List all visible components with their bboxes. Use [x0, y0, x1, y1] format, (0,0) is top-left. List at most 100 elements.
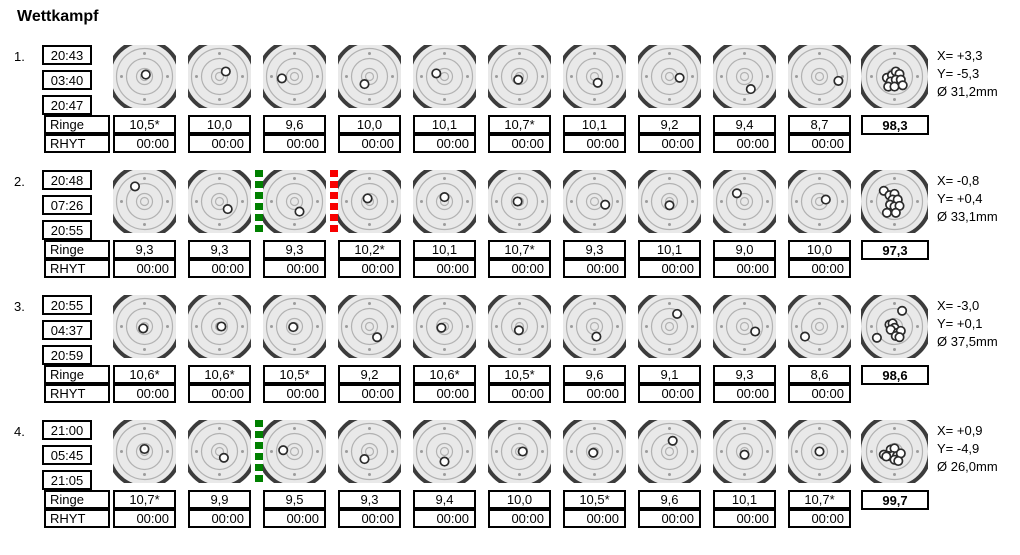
score-cell: 9,3 [563, 240, 626, 259]
score-cell: 10,1 [713, 490, 776, 509]
stat-y: Y= -4,9 [937, 441, 980, 456]
rhythm-cell: 00:00 [713, 134, 776, 153]
time-box: 20:55 [42, 295, 92, 315]
rhythm-cell: 00:00 [788, 259, 851, 278]
shot-hole-icon [881, 451, 892, 462]
rhythm-cell: 00:00 [338, 259, 401, 278]
shot-hole-icon [517, 446, 528, 457]
separator-strip [255, 420, 263, 483]
time-box: 20:43 [42, 45, 92, 65]
target-diagram [788, 45, 851, 108]
shot-hole-icon [220, 66, 231, 77]
stat-y: Y= -5,3 [937, 66, 980, 81]
rhythm-cell: 00:00 [638, 259, 701, 278]
target-diagram [338, 295, 401, 358]
rhythm-cell: 00:00 [563, 384, 626, 403]
target-diagram [638, 45, 701, 108]
target-diagram [638, 295, 701, 358]
stat-x: X= +0,9 [937, 423, 983, 438]
score-cell: 10,0 [188, 115, 251, 134]
shot-hole-icon [814, 446, 825, 457]
score-cell: 9,3 [713, 365, 776, 384]
stat-diameter: Ø 31,2mm [937, 84, 998, 99]
score-cell: 9,5 [263, 490, 326, 509]
shot-hole-icon [431, 68, 442, 79]
time-box: 20:47 [42, 95, 92, 115]
shot-hole-icon [359, 454, 370, 465]
shot-hole-icon [893, 455, 904, 467]
shot-hole-icon [278, 445, 289, 456]
shot-hole-icon [672, 308, 683, 319]
rhythm-label: RHYT [44, 134, 110, 153]
score-cell: 9,2 [638, 115, 701, 134]
target-diagram [263, 45, 326, 108]
rhythm-cell: 00:00 [488, 384, 551, 403]
shot-hole-icon [218, 452, 229, 463]
target-diagram [563, 45, 626, 108]
target-diagram [113, 295, 176, 358]
score-cell: 10,1 [638, 240, 701, 259]
rhythm-cell: 00:00 [188, 259, 251, 278]
time-box: 07:26 [42, 195, 92, 215]
rhythm-cell: 00:00 [638, 134, 701, 153]
score-cell: 10,7* [113, 490, 176, 509]
target-diagram [563, 295, 626, 358]
shot-hole-icon [667, 435, 678, 446]
shot-hole-icon [288, 322, 299, 333]
rhythm-cell: 00:00 [638, 509, 701, 528]
shot-hole-icon [881, 207, 892, 218]
rhythm-cell: 00:00 [188, 384, 251, 403]
score-cell: 10,7* [488, 240, 551, 259]
shot-hole-icon [820, 194, 831, 205]
shot-hole-icon [372, 332, 383, 343]
shot-hole-icon [664, 200, 675, 211]
rhythm-cell: 00:00 [713, 509, 776, 528]
rhythm-cell: 00:00 [338, 134, 401, 153]
target-diagram [488, 170, 551, 233]
shot-hole-icon [890, 207, 901, 218]
target-diagram [488, 45, 551, 108]
series-number: 3. [14, 299, 25, 314]
rhythm-cell: 00:00 [413, 384, 476, 403]
shot-hole-icon [513, 74, 524, 85]
target-diagram [188, 420, 251, 483]
target-diagram [263, 295, 326, 358]
shot-hole-icon [276, 73, 287, 84]
summary-target-diagram [861, 45, 928, 108]
target-diagram [188, 45, 251, 108]
summary-target-diagram [861, 170, 928, 233]
score-cell: 9,6 [563, 365, 626, 384]
rhythm-cell: 00:00 [563, 509, 626, 528]
shot-hole-icon [439, 192, 450, 203]
score-cell: 10,1 [413, 115, 476, 134]
score-cell: 8,6 [788, 365, 851, 384]
rhythm-cell: 00:00 [563, 134, 626, 153]
rhythm-cell: 00:00 [113, 134, 176, 153]
stat-y: Y= +0,1 [937, 316, 983, 331]
target-diagram [338, 420, 401, 483]
rhythm-cell: 00:00 [488, 134, 551, 153]
rhythm-cell: 00:00 [713, 259, 776, 278]
shot-hole-icon [739, 449, 750, 460]
shot-hole-icon [222, 204, 233, 215]
shot-hole-icon [889, 81, 900, 92]
shot-hole-icon [897, 80, 908, 91]
stat-x: X= -0,8 [937, 173, 980, 188]
shot-hole-icon [436, 322, 447, 333]
rhythm-cell: 00:00 [713, 384, 776, 403]
rhythm-cell: 00:00 [413, 134, 476, 153]
summary-target-diagram [861, 295, 928, 358]
rhythm-cell: 00:00 [413, 509, 476, 528]
stat-y: Y= +0,4 [937, 191, 983, 206]
rhythm-cell: 00:00 [113, 259, 176, 278]
target-diagram [413, 295, 476, 358]
score-cell: 9,3 [113, 240, 176, 259]
stat-x: X= -3,0 [937, 298, 980, 313]
target-diagram [788, 420, 851, 483]
target-diagram [113, 45, 176, 108]
rhythm-label: RHYT [44, 259, 110, 278]
rhythm-cell: 00:00 [338, 509, 401, 528]
target-diagram [263, 170, 326, 233]
target-diagram [488, 295, 551, 358]
shot-hole-icon [750, 326, 761, 337]
